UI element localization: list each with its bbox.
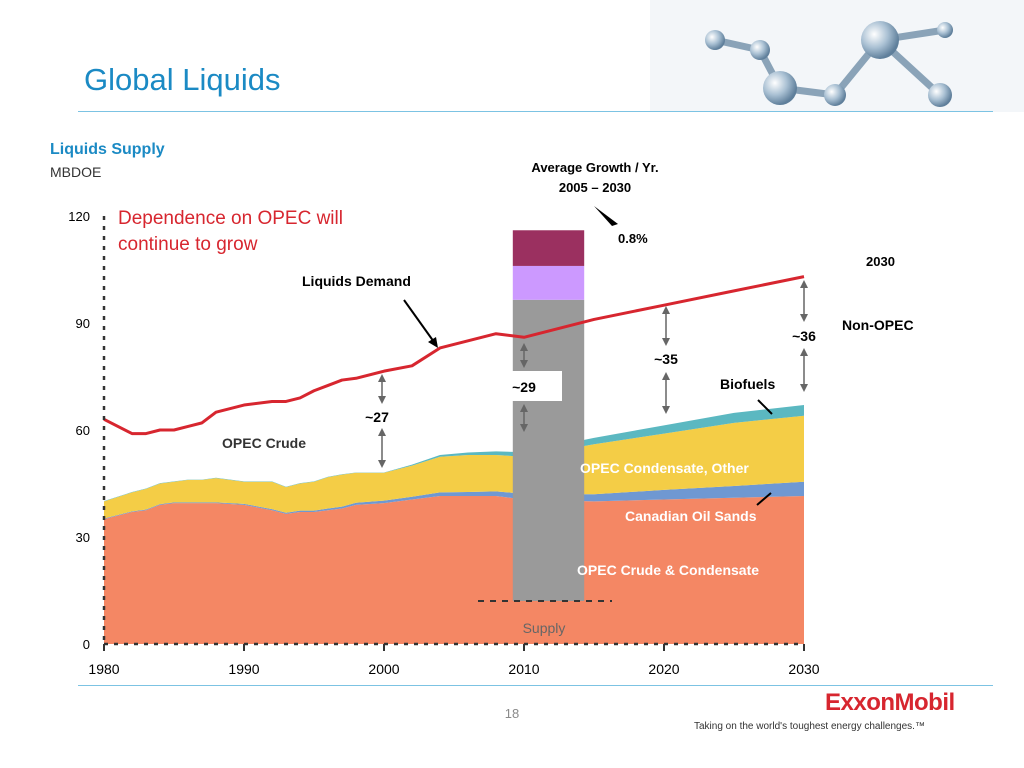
gap-arrow-2010-head-top — [520, 343, 528, 351]
molecule-atom — [750, 40, 770, 60]
avg-growth-label-line1: Average Growth / Yr. — [531, 160, 658, 175]
y-tick-label: 60 — [76, 423, 90, 438]
stacked-areas — [104, 405, 804, 644]
liquids-demand-pointer — [403, 299, 435, 343]
area-biofuels — [104, 405, 804, 502]
company-tagline: Taking on the world's toughest energy ch… — [694, 721, 925, 732]
gap-arrow-2000b-head-top — [378, 428, 386, 436]
y-tick-label: 0 — [83, 637, 90, 652]
gap-2030-label: ~36 — [792, 328, 816, 344]
gap-2000-label: ~27 — [365, 409, 389, 425]
gap-arrow-2020-head-bottom — [662, 338, 670, 346]
x-tick-label: 1980 — [88, 661, 119, 677]
molecule-atom — [928, 83, 952, 107]
gap-arrows — [378, 280, 808, 468]
title-divider — [78, 111, 993, 112]
chart-title: Liquids Supply — [50, 141, 165, 158]
area-non-opec-condensate-other — [104, 415, 804, 519]
chart-axes: 0 30 60 90 120 1980 1990 2000 2010 2020 2030 — [68, 209, 819, 677]
growth-value-label: 0.8% — [618, 231, 648, 246]
gap-arrow-2000-head-top — [378, 374, 386, 382]
x-tick-label: 2000 — [368, 661, 399, 677]
gap-arrow-2030-head-bottom — [800, 314, 808, 322]
x-tick-label: 2020 — [648, 661, 679, 677]
gap-arrow-2020b-head-bottom — [662, 406, 670, 414]
oil-sands-pointer — [756, 492, 772, 506]
molecule-atom — [705, 30, 725, 50]
biofuels-pointer — [757, 399, 773, 415]
gap-arrow-2000-head-bottom — [378, 396, 386, 404]
opec-cond-other-label: OPEC Condensate, Other — [580, 460, 749, 476]
footer-divider — [78, 685, 993, 686]
canadian-oil-sands-label: Canadian Oil Sands — [625, 508, 757, 524]
gap-arrow-2020-head-top — [662, 306, 670, 314]
avg-growth-pointer — [594, 206, 618, 226]
chart-units: MBDOE — [50, 164, 101, 180]
x-tick-label: 2010 — [508, 661, 539, 677]
supply-bar-segment-top — [512, 230, 585, 266]
exxonmobil-logo: ExxonMobil — [825, 689, 955, 716]
x-tick-label: 1990 — [228, 661, 259, 677]
y-tick-label: 30 — [76, 530, 90, 545]
demand-line — [103, 275, 805, 436]
slide-title: Global Liquids — [84, 62, 281, 97]
y-tick-label: 120 — [68, 209, 90, 224]
molecule-atom — [763, 71, 797, 105]
gap-arrow-2010-head-bottom — [520, 360, 528, 368]
page-number: 18 — [504, 706, 520, 721]
molecule-atom — [861, 21, 899, 59]
gap-arrow-2030b-head-bottom — [800, 384, 808, 392]
dependence-annotation-line2: continue to grow — [118, 234, 258, 255]
gap-arrow-2030-head-top — [800, 280, 808, 288]
liquids-supply-chart: Liquids Supply MBDOE 0 30 60 90 120 1980 1990 2… — [50, 141, 914, 677]
molecule-atom — [937, 22, 953, 38]
gap-2020-label: ~35 — [654, 351, 678, 367]
molecule-atom — [824, 84, 846, 106]
molecule-graphic — [650, 0, 1024, 112]
supply-bar-label: Supply — [523, 620, 566, 636]
opec-crude-label: OPEC Crude — [222, 435, 306, 451]
dependence-annotation-line1: Dependence on OPEC will — [118, 208, 343, 229]
year-2030-label: 2030 — [866, 254, 895, 269]
y-tick-label: 90 — [76, 316, 90, 331]
gap-2010-label: ~29 — [512, 379, 536, 395]
demand-series — [103, 275, 805, 436]
gap-2010-box — [502, 371, 562, 401]
biofuels-label: Biofuels — [720, 376, 775, 392]
gap-arrow-2000b-head-bottom — [378, 460, 386, 468]
avg-growth-label-line2: 2005 – 2030 — [559, 180, 631, 195]
gap-arrow-2010b-head-top — [520, 404, 528, 412]
liquids-demand-label: Liquids Demand — [302, 273, 411, 289]
area-opec-crude-condensate — [104, 495, 804, 644]
non-opec-label: Non-OPEC — [842, 317, 914, 333]
gap-arrow-2020b-head-top — [662, 372, 670, 380]
gap-arrow-2030b-head-top — [800, 348, 808, 356]
liquids-demand-arrowhead — [428, 337, 438, 348]
gap-arrow-2010b-head-bottom — [520, 424, 528, 432]
opec-crude-condensate-label: OPEC Crude & Condensate — [577, 562, 759, 578]
x-tick-label: 2030 — [788, 661, 819, 677]
supply-bar-segment-middle — [512, 265, 585, 300]
